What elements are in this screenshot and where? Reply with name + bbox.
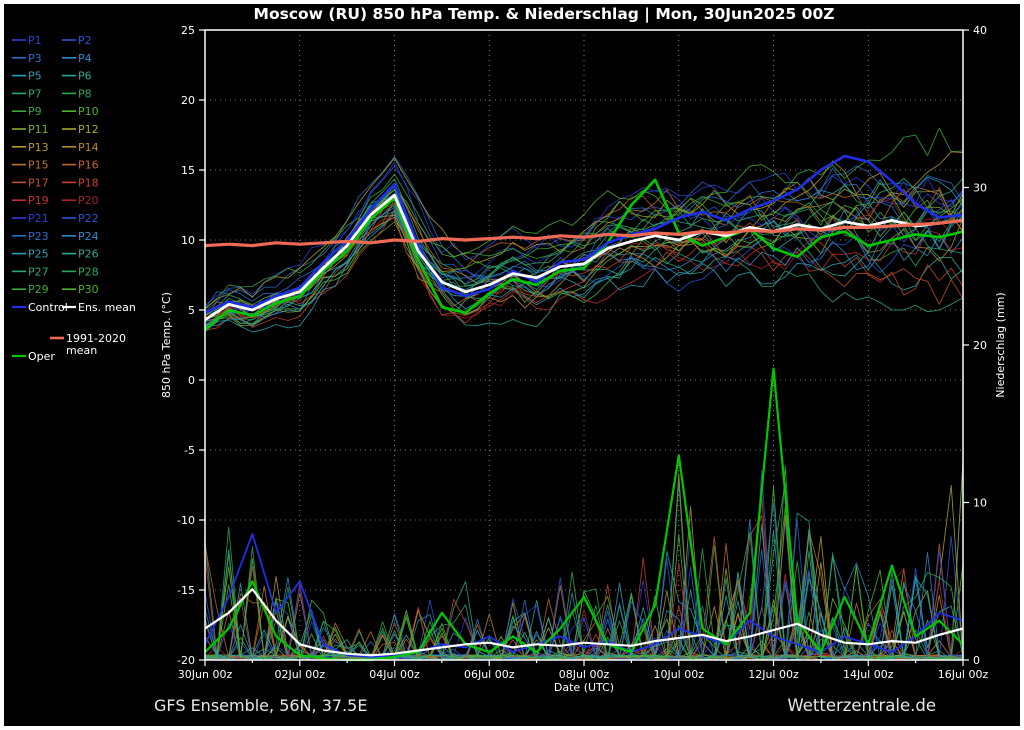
y-left-tick-label: -20 bbox=[177, 654, 195, 667]
chart-title: Moscow (RU) 850 hPa Temp. & Niederschlag… bbox=[254, 5, 835, 24]
axes-frame: 25 20 15 10 5 0 -5 -10 -15 -20 40 30 20 10 0 30Jun 00z 0… bbox=[177, 24, 988, 681]
x-tick-label: 14Jul 00z bbox=[843, 668, 894, 681]
y-left-tick-label: 25 bbox=[181, 24, 195, 37]
x-tick-label: 10Jul 00z bbox=[653, 668, 704, 681]
legend-member-label: P15 bbox=[28, 159, 49, 172]
x-tick-label: 04Jul 00z bbox=[369, 668, 420, 681]
ens-mean-temp-line bbox=[204, 193, 964, 321]
control-temp-line bbox=[204, 154, 964, 314]
x-tick-label: 16Jul 00z bbox=[938, 668, 989, 681]
y-right-tick-label: 20 bbox=[973, 339, 987, 352]
y-axis-left-title: 850 hPa Temp. (°C) bbox=[160, 292, 173, 398]
legend-member-label: P21 bbox=[28, 212, 49, 225]
ensemble-member-temp-line bbox=[204, 208, 964, 327]
y-right-tick-label: 30 bbox=[973, 182, 987, 195]
y-left-tick-label: -15 bbox=[177, 584, 195, 597]
legend-member-label: P26 bbox=[78, 248, 99, 261]
ensemble-member-temp-line bbox=[204, 184, 964, 320]
oper-temp-line bbox=[204, 178, 964, 331]
legend-member-label: P12 bbox=[78, 123, 99, 136]
ensemble-member-temp-line bbox=[204, 196, 964, 324]
legend-member-label: P4 bbox=[78, 52, 92, 65]
legend-member-label: P24 bbox=[78, 230, 99, 243]
legend-member-label: P17 bbox=[28, 176, 49, 189]
ensemble-member-temp-line bbox=[204, 199, 964, 327]
legend-member-label: P27 bbox=[28, 265, 49, 278]
legend-ens-mean-label: Ens. mean bbox=[78, 301, 136, 314]
ensemble-member-temp-line bbox=[204, 204, 964, 333]
legend-member-label: P19 bbox=[28, 194, 49, 207]
x-axis-title: Date (UTC) bbox=[554, 681, 614, 694]
x-tick-label: 30Jun 00z bbox=[178, 668, 233, 681]
legend-clim-label-line2: mean bbox=[66, 344, 97, 357]
y-left-tick-label: 20 bbox=[181, 94, 195, 107]
y-left-tick-label: -5 bbox=[184, 444, 195, 457]
legend-member-label: P1 bbox=[28, 34, 42, 47]
legend-member-label: P30 bbox=[78, 283, 99, 296]
y-left-tick-label: 10 bbox=[181, 234, 195, 247]
legend-clim-label-line1: 1991-2020 bbox=[66, 332, 126, 345]
legend-member-label: P14 bbox=[78, 141, 99, 154]
ensemble-member-precip-line bbox=[204, 465, 964, 661]
legend-member-label: P8 bbox=[78, 87, 92, 100]
legend-member-label: P25 bbox=[28, 248, 49, 261]
x-tick-label: 12Jul 00z bbox=[748, 668, 799, 681]
legend-member-label: P13 bbox=[28, 141, 49, 154]
y-left-tick-label: 5 bbox=[188, 304, 195, 317]
legend-member-label: P11 bbox=[28, 123, 49, 136]
legend-member-label: P28 bbox=[78, 265, 99, 278]
ensemble-member-temp-line bbox=[204, 202, 964, 331]
x-tick-label: 06Jul 00z bbox=[464, 668, 515, 681]
highlighted-series-lines bbox=[204, 154, 964, 662]
y-axis-right-title: Niederschlag (mm) bbox=[994, 292, 1007, 397]
legend-member-label: P5 bbox=[28, 70, 42, 83]
control-precip-line bbox=[204, 533, 964, 658]
y-right-tick-label: 10 bbox=[973, 497, 987, 510]
ensemble-member-precip-line bbox=[204, 526, 964, 661]
legend-member-label: P23 bbox=[28, 230, 49, 243]
x-tick-label: 02Jul 00z bbox=[274, 668, 325, 681]
legend-oper-label: Oper bbox=[28, 350, 55, 363]
ens-mean-precip-line bbox=[204, 587, 964, 657]
ensemble-member-precip-line bbox=[204, 470, 964, 661]
legend-member-label: P10 bbox=[78, 105, 99, 118]
grid-lines bbox=[205, 30, 963, 660]
y-right-tick-label: 40 bbox=[973, 24, 987, 37]
legend-member-label: P22 bbox=[78, 212, 99, 225]
y-left-tick-label: 15 bbox=[181, 164, 195, 177]
ensemble-member-precip-line bbox=[204, 568, 964, 661]
legend-member-label: P7 bbox=[28, 87, 42, 100]
legend-member-label: P2 bbox=[78, 34, 92, 47]
y-right-tick-label: 0 bbox=[973, 654, 980, 667]
legend-member-label: P18 bbox=[78, 176, 99, 189]
y-left-tick-label: -10 bbox=[177, 514, 195, 527]
ensemble-member-temp-line bbox=[204, 208, 964, 331]
footer-model-label: GFS Ensemble, 56N, 37.5E bbox=[154, 696, 367, 715]
oper-precip-line bbox=[204, 367, 964, 662]
legend-member-label: P3 bbox=[28, 52, 42, 65]
y-left-tick-label: 0 bbox=[188, 374, 195, 387]
legend-member-label: P9 bbox=[28, 105, 42, 118]
legend-member-label: P20 bbox=[78, 194, 99, 207]
legend: P1 P2 P3 P4 P5 P6 P7 P8 P9 P10 P11 P12 P13 P14 P15 P16 P… bbox=[12, 34, 136, 363]
legend-member-label: P16 bbox=[78, 159, 99, 172]
legend-member-label: P6 bbox=[78, 70, 92, 83]
x-tick-label: 08Jul 00z bbox=[559, 668, 610, 681]
legend-member-label: P29 bbox=[28, 283, 49, 296]
legend-control-label: Control bbox=[28, 301, 68, 314]
meteogram-chart: Moscow (RU) 850 hPa Temp. & Niederschlag… bbox=[12, 5, 1007, 715]
clim-mean-temp-line bbox=[204, 218, 964, 248]
footer-site-label: Wetterzentrale.de bbox=[787, 696, 936, 715]
